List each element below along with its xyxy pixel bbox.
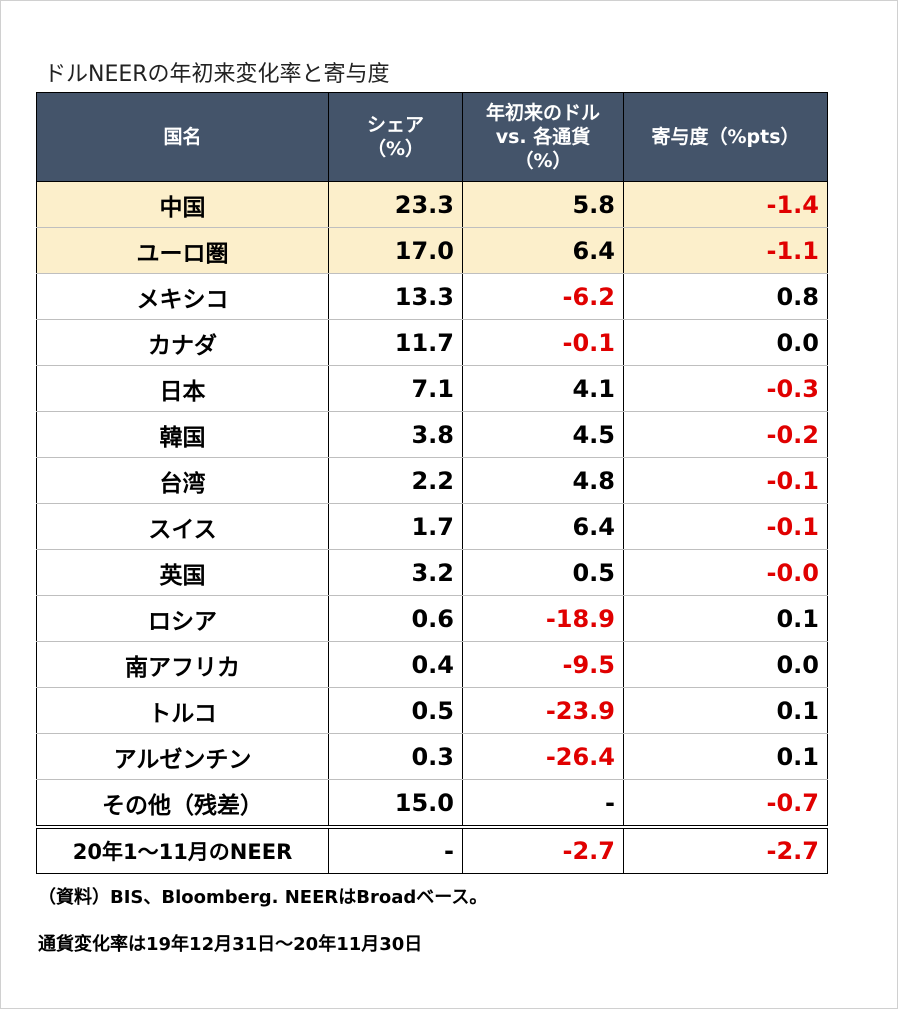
share-cell: 3.8	[328, 411, 463, 458]
contribution-cell: -2.7	[623, 825, 828, 874]
share-cell: 0.6	[328, 595, 463, 642]
table-row: スイス 1.7 6.4 -0.1	[36, 503, 828, 550]
table-row: その他（残差） 15.0- -0.7	[36, 779, 828, 828]
country-cell: カナダ	[36, 319, 329, 366]
table-row: 韓国 3.8 4.5 -0.2	[36, 411, 828, 458]
country-cell: ユーロ圏	[36, 227, 329, 274]
contribution-cell: -0.1	[623, 457, 828, 504]
neer-table: 国名 シェア （%） 年初来のドル vs. 各通貨 （%） 寄与度（%pts） 中国 2…	[36, 92, 828, 874]
share-cell: 2.2	[328, 457, 463, 504]
header-contribution: 寄与度（%pts）	[623, 92, 828, 182]
change-cell: -9.5	[462, 641, 624, 688]
change-cell: -23.9	[462, 687, 624, 734]
change-cell: 5.8	[462, 181, 624, 228]
change-cell: -26.4	[462, 733, 624, 780]
contribution-cell: 0.8	[623, 273, 828, 320]
share-cell: 13.3	[328, 273, 463, 320]
share-cell: 7.1	[328, 365, 463, 412]
country-cell: その他（残差）	[36, 779, 329, 828]
share-cell: 3.2	[328, 549, 463, 596]
contribution-cell: 0.0	[623, 319, 828, 366]
header-change: 年初来のドル vs. 各通貨 （%）	[462, 92, 624, 182]
share-cell: 11.7	[328, 319, 463, 366]
table-row: 台湾 2.2 4.8 -0.1	[36, 457, 828, 504]
contribution-cell: -0.7	[623, 779, 828, 828]
contribution-cell: -1.1	[623, 227, 828, 274]
country-cell: 日本	[36, 365, 329, 412]
header-share: シェア （%）	[328, 92, 463, 182]
contribution-cell: 0.1	[623, 595, 828, 642]
share-cell: 17.0	[328, 227, 463, 274]
change-cell: 4.5	[462, 411, 624, 458]
contribution-cell: -1.4	[623, 181, 828, 228]
table-title: ドルNEERの年初来変化率と寄与度	[44, 62, 390, 87]
country-cell: 20年1～11月のNEER	[36, 825, 329, 874]
country-cell: ロシア	[36, 595, 329, 642]
change-cell: 4.1	[462, 365, 624, 412]
share-cell: 0.4	[328, 641, 463, 688]
period-note: 通貨変化率は19年12月31日～20年11月30日	[38, 934, 423, 955]
header-country: 国名	[36, 92, 329, 182]
change-cell: 0.5	[462, 549, 624, 596]
country-cell: 台湾	[36, 457, 329, 504]
table-row: トルコ 0.5 -23.9 0.1	[36, 687, 828, 734]
country-cell: 南アフリカ	[36, 641, 329, 688]
total-row: 20年1～11月のNEER - -2.7 -2.7	[36, 825, 828, 874]
contribution-cell: -0.3	[623, 365, 828, 412]
change-cell: 6.4	[462, 503, 624, 550]
table-row: ロシア 0.6 -18.9 0.1	[36, 595, 828, 642]
contribution-cell: -0.1	[623, 503, 828, 550]
country-cell: メキシコ	[36, 273, 329, 320]
share-cell: 0.3	[328, 733, 463, 780]
country-cell: 中国	[36, 181, 329, 228]
country-cell: トルコ	[36, 687, 329, 734]
contribution-cell: 0.1	[623, 733, 828, 780]
change-cell: 4.8	[462, 457, 624, 504]
change-cell: -2.7	[462, 825, 624, 874]
table-row: メキシコ 13.3 -6.2 0.8	[36, 273, 828, 320]
share-cell: 1.7	[328, 503, 463, 550]
table-row: 日本 7.1 4.1 -0.3	[36, 365, 828, 412]
country-cell: スイス	[36, 503, 329, 550]
country-cell: 韓国	[36, 411, 329, 458]
share-cell: 15.0	[328, 779, 463, 828]
share-cell: -	[328, 825, 463, 874]
contribution-cell: 0.0	[623, 641, 828, 688]
table-row: 英国 3.2 0.5 -0.0	[36, 549, 828, 596]
share-cell: 0.5	[328, 687, 463, 734]
change-cell: 6.4	[462, 227, 624, 274]
table-row: 南アフリカ 0.4 -9.5 0.0	[36, 641, 828, 688]
table-row: アルゼンチン 0.3 -26.4 0.1	[36, 733, 828, 780]
contribution-cell: 0.1	[623, 687, 828, 734]
table-row: カナダ 11.7 -0.1 0.0	[36, 319, 828, 366]
table-row: ユーロ圏 17.0 6.4 -1.1	[36, 227, 828, 274]
source-note: （資料）BIS、Bloomberg. NEERはBroadベース。	[38, 887, 488, 908]
contribution-cell: -0.0	[623, 549, 828, 596]
contribution-cell: -0.2	[623, 411, 828, 458]
share-cell: 23.3	[328, 181, 463, 228]
table-row: 中国 23.3 5.8 -1.4	[36, 181, 828, 228]
country-cell: アルゼンチン	[36, 733, 329, 780]
change-cell: -	[462, 779, 624, 828]
change-cell: -0.1	[462, 319, 624, 366]
change-cell: -6.2	[462, 273, 624, 320]
header-row: 国名 シェア （%） 年初来のドル vs. 各通貨 （%） 寄与度（%pts）	[36, 92, 828, 182]
country-cell: 英国	[36, 549, 329, 596]
change-cell: -18.9	[462, 595, 624, 642]
